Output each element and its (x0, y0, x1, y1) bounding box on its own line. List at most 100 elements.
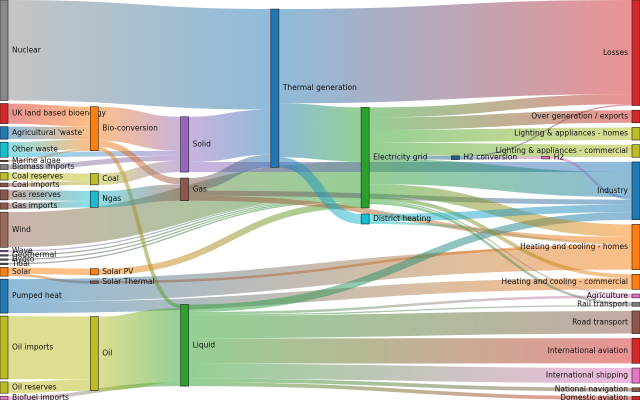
flow-link (369, 200, 633, 296)
flow-link (7, 201, 91, 210)
node-label: Hydro (12, 255, 35, 264)
node (0, 267, 9, 277)
flow-link (369, 110, 633, 131)
node-label: Solar Thermal (102, 277, 154, 286)
node (0, 159, 9, 163)
node (631, 144, 640, 158)
flow-link (459, 156, 542, 160)
node-label: International aviation (548, 346, 629, 355)
flow-link (7, 155, 181, 170)
node-label: Bio-conversion (102, 124, 158, 133)
node-label: Biomass imports (12, 162, 75, 171)
node (451, 155, 460, 160)
flow-link (7, 189, 91, 202)
flow-link (369, 158, 633, 198)
node-label: Heating and cooling - homes (520, 242, 628, 251)
node-label: Biofuel imports (12, 393, 69, 400)
node (0, 172, 9, 181)
node (89, 173, 99, 186)
flow-link (459, 104, 633, 158)
node (631, 224, 640, 270)
node-label: Ngas (102, 194, 121, 203)
flow-link (7, 161, 362, 248)
node (631, 127, 640, 141)
flow-link (188, 109, 272, 163)
flow-link (369, 196, 633, 279)
node (89, 190, 99, 208)
flow-link (7, 379, 91, 394)
flow-link (369, 204, 633, 222)
node (180, 116, 189, 173)
flow-link (7, 0, 271, 110)
node (0, 141, 9, 158)
node (89, 268, 99, 276)
node-label: H2 (554, 153, 565, 162)
flow-link (7, 181, 91, 187)
node (631, 337, 640, 364)
flow-link (188, 305, 633, 316)
node (180, 304, 189, 387)
node (631, 161, 640, 221)
node-label: Nuclear (12, 45, 42, 54)
node (0, 103, 9, 124)
node (0, 211, 9, 248)
node-label: Coal imports (12, 180, 60, 189)
node-label: Lighting & appliances - commercial (496, 146, 628, 155)
node (0, 254, 9, 257)
flow-link (278, 0, 633, 104)
node (0, 0, 9, 101)
node (0, 395, 9, 400)
flow-link (97, 308, 182, 391)
node (631, 367, 640, 384)
node (631, 293, 640, 299)
flow-link (369, 155, 452, 160)
node-label: Thermal generation (282, 83, 357, 92)
node-label: Geothermal (12, 250, 56, 259)
flow-link (98, 140, 181, 185)
node-label: Domestic aviation (560, 393, 628, 400)
node (541, 156, 551, 160)
flow-link (278, 103, 362, 162)
node-label: Solar (12, 267, 32, 276)
flow-link (188, 382, 633, 400)
node (360, 107, 370, 209)
node-label: Agricultural 'waste' (12, 128, 84, 137)
flow-link (369, 127, 633, 143)
node (631, 274, 640, 290)
node (0, 258, 9, 261)
flow-link (188, 378, 633, 392)
node (0, 202, 9, 210)
node (0, 381, 9, 394)
node-label: Pumped heat (12, 291, 62, 300)
node-label: Coal (102, 174, 119, 183)
node (0, 278, 9, 314)
node (0, 164, 9, 170)
node-label: Marine algae (12, 156, 61, 165)
node-label: Over generation / exports (531, 111, 628, 120)
node (631, 302, 640, 307)
flow-link (369, 94, 633, 118)
node-label: Industry (597, 186, 628, 195)
node-label: Gas (193, 184, 207, 193)
node (270, 8, 280, 168)
node-label: Agriculture (587, 291, 629, 300)
node (89, 316, 99, 391)
node-label: National navigation (555, 385, 628, 394)
node-label: International shipping (546, 371, 628, 380)
flow-link (7, 139, 91, 153)
node-label: Other waste (12, 145, 58, 154)
node (180, 177, 189, 201)
flow-link (98, 160, 181, 185)
node (0, 126, 9, 140)
node (631, 387, 640, 392)
node (360, 213, 370, 225)
flow-link (7, 149, 91, 162)
flow-link (188, 310, 633, 339)
flow-link (549, 156, 633, 200)
node-label: Oil imports (12, 343, 53, 352)
flow-link (7, 382, 181, 400)
node-label: Heating and cooling - commercial (502, 277, 628, 286)
node-label: Road transport (572, 317, 628, 326)
flow-link (98, 184, 181, 208)
